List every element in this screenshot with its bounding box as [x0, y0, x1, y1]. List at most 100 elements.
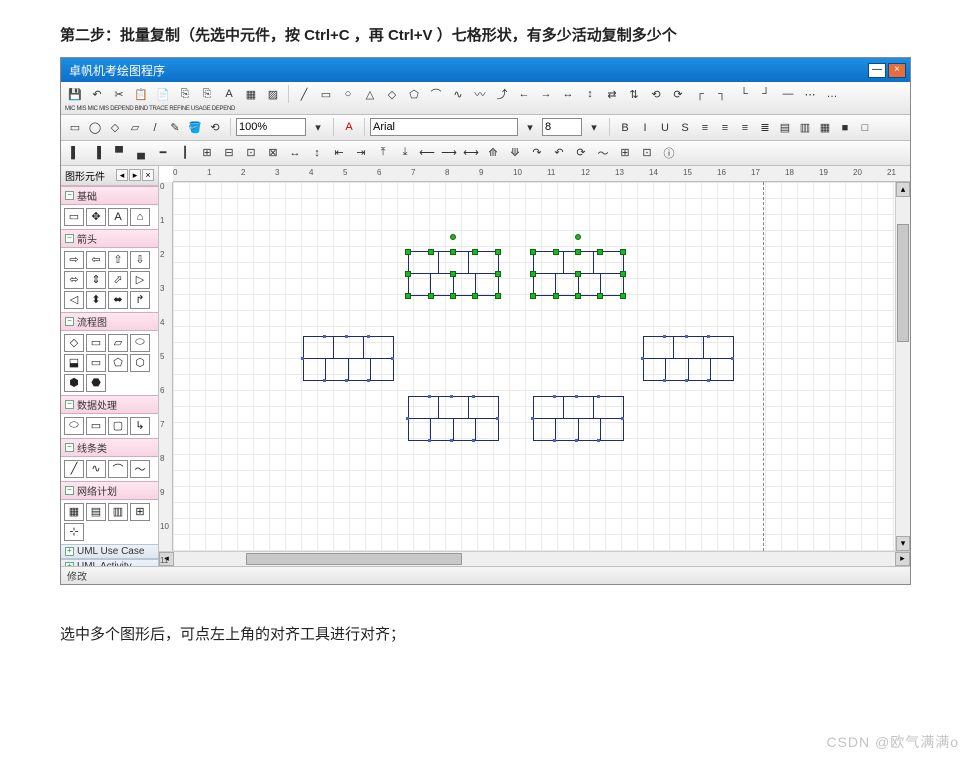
toolbar-icon[interactable]: ↕: [307, 143, 327, 163]
collapse-icon[interactable]: −: [65, 234, 74, 243]
selection-handle[interactable]: [495, 293, 501, 299]
connection-point[interactable]: [597, 395, 600, 398]
selection-handle[interactable]: [472, 293, 478, 299]
toolbar-icon[interactable]: ↶: [87, 84, 107, 104]
toolbar-icon[interactable]: —: [778, 84, 798, 104]
connection-point[interactable]: [450, 395, 453, 398]
connection-point[interactable]: [685, 379, 688, 382]
seven-cell-shape[interactable]: [533, 397, 623, 441]
selection-handle[interactable]: [530, 293, 536, 299]
connection-point[interactable]: [323, 335, 326, 338]
shape-stencil[interactable]: ⬓: [64, 354, 84, 372]
scroll-down-icon[interactable]: ▾: [896, 536, 910, 551]
connection-point[interactable]: [428, 439, 431, 442]
toolbar-icon[interactable]: ⇅: [624, 84, 644, 104]
toolbar-icon[interactable]: ⤓: [395, 143, 415, 163]
selection-handle[interactable]: [575, 293, 581, 299]
toolbar-icon[interactable]: ▨: [263, 84, 283, 104]
toolbar-icon[interactable]: ⟵: [417, 143, 437, 163]
toolbar-icon[interactable]: └: [734, 84, 754, 104]
toolbar-icon[interactable]: ↔: [558, 84, 578, 104]
connection-point[interactable]: [663, 335, 666, 338]
toolbar-icon[interactable]: ⤴: [492, 84, 512, 104]
canvas[interactable]: [173, 182, 895, 551]
shape-stencil[interactable]: ◁: [64, 291, 84, 309]
connection-point[interactable]: [450, 439, 453, 442]
collapse-icon[interactable]: −: [65, 443, 74, 452]
scroll-track[interactable]: [896, 197, 910, 536]
shape-stencil[interactable]: ▦: [64, 503, 84, 521]
scroll-track[interactable]: [174, 552, 895, 566]
toolbar-icon[interactable]: ⟷: [461, 143, 481, 163]
toolbar-icon[interactable]: ⌒: [426, 84, 446, 104]
collapse-icon[interactable]: −: [65, 317, 74, 326]
shape-stencil[interactable]: ⇨: [64, 251, 84, 269]
toolbar-icon[interactable]: ↷: [527, 143, 547, 163]
toolbar-icon[interactable]: ▱: [125, 117, 145, 137]
rotate-handle[interactable]: [575, 234, 581, 240]
seven-cell-shape[interactable]: [643, 337, 733, 381]
shape-stencil[interactable]: ⌒: [108, 460, 128, 478]
shape-stencil[interactable]: ⬭: [64, 417, 84, 435]
shape-stencil[interactable]: ∿: [86, 460, 106, 478]
connection-point[interactable]: [553, 439, 556, 442]
toolbar-icon[interactable]: I: [635, 118, 655, 138]
shape-stencil[interactable]: ⬀: [108, 271, 128, 289]
toolbar-icon[interactable]: ▦: [241, 84, 261, 104]
connection-point[interactable]: [685, 335, 688, 338]
scrollbar-horizontal[interactable]: ◂ ▸: [159, 551, 910, 566]
toolbar-icon[interactable]: ⊡: [241, 143, 261, 163]
shape-stencil[interactable]: ◇: [64, 334, 84, 352]
selection-handle[interactable]: [428, 293, 434, 299]
sidebar-group-header[interactable]: +UML Use Case: [61, 544, 158, 559]
scroll-right-icon[interactable]: ▸: [895, 552, 910, 566]
toolbar-icon[interactable]: ◇: [382, 84, 402, 104]
collapse-icon[interactable]: −: [65, 191, 74, 200]
sidebar-close-icon[interactable]: ×: [142, 169, 154, 181]
selection-handle[interactable]: [450, 271, 456, 277]
selection-handle[interactable]: [450, 293, 456, 299]
selection-handle[interactable]: [597, 293, 603, 299]
sidebar-group-header[interactable]: −箭头: [61, 229, 158, 248]
connection-point[interactable]: [391, 357, 394, 360]
shape-stencil[interactable]: ⬠: [108, 354, 128, 372]
selection-handle[interactable]: [575, 271, 581, 277]
connection-point[interactable]: [428, 395, 431, 398]
close-button[interactable]: ×: [888, 63, 906, 78]
selection-handle[interactable]: [597, 249, 603, 255]
selection-handle[interactable]: [428, 249, 434, 255]
seven-cell-shape[interactable]: [408, 252, 498, 296]
toolbar-icon[interactable]: ┃: [175, 143, 195, 163]
selection-handle[interactable]: [405, 293, 411, 299]
shape-stencil[interactable]: ╱: [64, 460, 84, 478]
toolbar-icon[interactable]: ⟶: [439, 143, 459, 163]
shape-stencil[interactable]: ⬢: [64, 374, 84, 392]
seven-cell-shape[interactable]: [408, 397, 498, 441]
shape-stencil[interactable]: ⇕: [86, 271, 106, 289]
toolbar-icon[interactable]: ≡: [715, 118, 735, 138]
seven-cell-shape[interactable]: [303, 337, 393, 381]
connection-point[interactable]: [641, 357, 644, 360]
scrollbar-vertical[interactable]: ▴ ▾: [895, 182, 910, 551]
toolbar-icon[interactable]: ↔: [285, 143, 305, 163]
toolbar-icon[interactable]: ⋯: [800, 84, 820, 104]
toolbar-icon[interactable]: ↕: [580, 84, 600, 104]
toolbar-icon[interactable]: ┌: [690, 84, 710, 104]
toolbar-icon[interactable]: ■: [835, 118, 855, 138]
shape-stencil[interactable]: ⌂: [130, 208, 150, 226]
collapse-icon[interactable]: −: [65, 486, 74, 495]
toolbar-icon[interactable]: ⟳: [668, 84, 688, 104]
toolbar-icon[interactable]: ⊞: [197, 143, 217, 163]
shape-stencil[interactable]: ⬭: [130, 334, 150, 352]
toolbar-icon[interactable]: △: [360, 84, 380, 104]
shape-stencil[interactable]: ▤: [86, 503, 106, 521]
shape-stencil[interactable]: ▱: [108, 334, 128, 352]
sidebar-group-header[interactable]: +UML Activity: [61, 559, 158, 566]
toolbar-icon[interactable]: ⟲: [205, 117, 225, 137]
connection-point[interactable]: [345, 379, 348, 382]
toolbar-icon[interactable]: A: [219, 84, 239, 104]
selection-handle[interactable]: [450, 249, 456, 255]
toolbar-icon[interactable]: ≡: [695, 118, 715, 138]
toolbar-icon[interactable]: ╱: [294, 84, 314, 104]
connection-point[interactable]: [663, 379, 666, 382]
